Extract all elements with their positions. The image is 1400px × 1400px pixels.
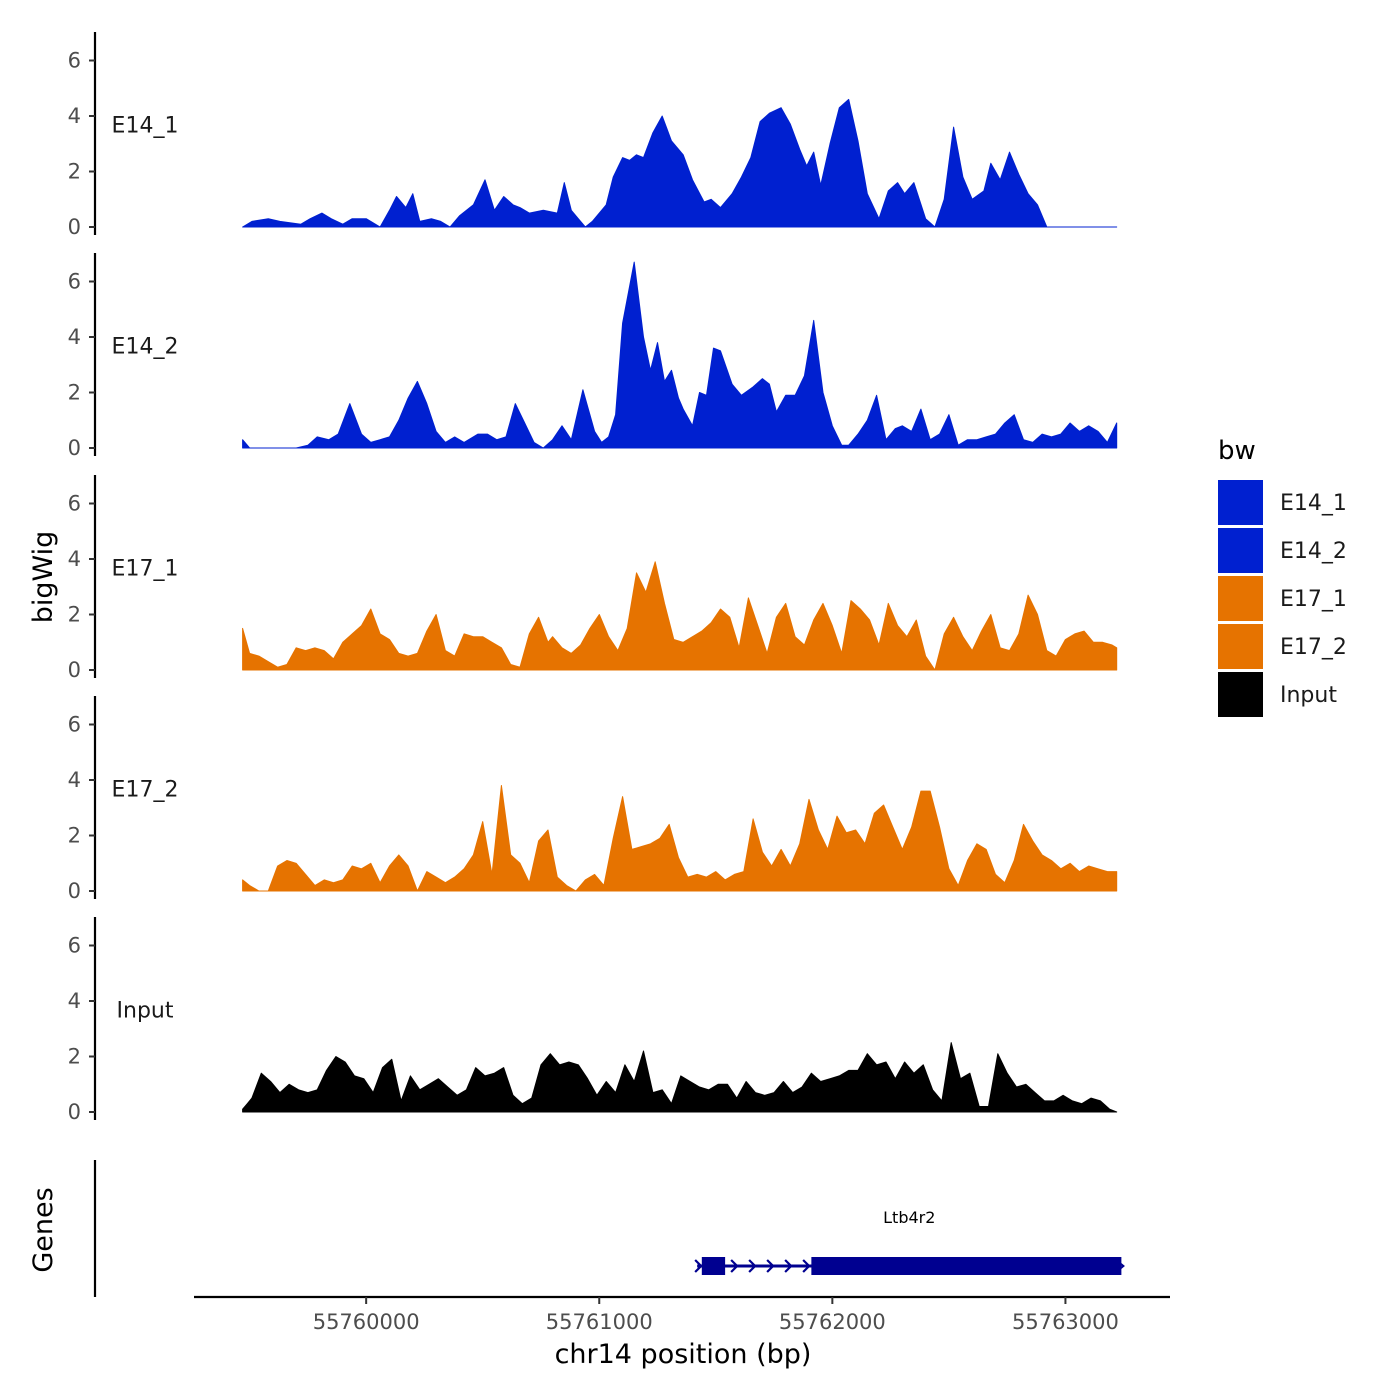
legend-label: E17_1 [1280, 587, 1347, 612]
y-tick-label: 2 [68, 160, 81, 184]
track-input: 0 2 4 6 Input [68, 917, 1118, 1124]
legend-label: E14_1 [1280, 491, 1347, 516]
x-axis-title: chr14 position (bp) [555, 1339, 812, 1370]
legend-key [1218, 624, 1263, 669]
genes-axis-title: Genes [28, 1187, 59, 1272]
y-tick-label: 2 [68, 381, 81, 405]
y-tick-label: 0 [68, 215, 81, 239]
legend-label: Input [1280, 683, 1337, 708]
strand-arrow [730, 1259, 739, 1273]
strand-arrow [694, 1259, 703, 1273]
track-label: E14_1 [112, 114, 179, 139]
y-tick-label: 6 [68, 270, 81, 294]
y-tick-label: 6 [68, 49, 81, 73]
coverage-area-e14-2 [242, 261, 1118, 449]
legend-key [1218, 672, 1263, 717]
x-tick-label: 55761000 [546, 1310, 653, 1334]
track-e17-1: 0 2 4 6 E17_1 [68, 475, 1118, 682]
coverage-area-e17-2 [242, 785, 1118, 892]
y-tick-label: 4 [68, 325, 81, 349]
legend-label: E14_2 [1280, 539, 1347, 564]
genes-panel: Ltb4r2 [93, 1160, 1125, 1297]
track-label: Input [117, 999, 174, 1024]
strand-arrow [766, 1259, 775, 1273]
y-tick-label: 2 [68, 1045, 81, 1069]
coverage-area-e14-1 [242, 98, 1118, 228]
y-axis-title: bigWig [28, 531, 59, 624]
y-tick-label: 0 [68, 879, 81, 903]
legend-key [1218, 528, 1263, 573]
y-tick-label: 0 [68, 1100, 81, 1124]
legend-key [1218, 576, 1263, 621]
track-label: E14_2 [112, 335, 179, 360]
y-tick-label: 0 [68, 436, 81, 460]
legend-label: E17_2 [1280, 635, 1347, 660]
track-label: E17_2 [112, 778, 179, 803]
y-tick-label: 4 [68, 547, 81, 571]
strand-arrow [802, 1259, 811, 1273]
x-tick-label: 55760000 [313, 1310, 420, 1334]
y-tick-label: 6 [68, 492, 81, 516]
y-tick-label: 2 [68, 824, 81, 848]
y-tick-label: 4 [68, 768, 81, 792]
x-tick-label: 55763000 [1012, 1310, 1119, 1334]
track-e14-2: 0 2 4 6 E14_2 [68, 253, 1118, 460]
gene-exon [811, 1257, 1122, 1275]
x-axis: 55760000 55761000 55762000 55763000 [194, 1295, 1170, 1334]
x-tick-label: 55762000 [779, 1310, 886, 1334]
y-tick-label: 4 [68, 989, 81, 1013]
track-label: E17_1 [112, 557, 179, 582]
strand-arrow [748, 1259, 757, 1273]
coverage-area-input [242, 1042, 1118, 1113]
gene-exon [701, 1257, 726, 1275]
strand-arrow [784, 1259, 793, 1273]
legend: bw E14_1 E14_2 E17_1 E17_2 Input [1218, 436, 1347, 717]
y-tick-label: 6 [68, 713, 81, 737]
y-tick-label: 6 [68, 934, 81, 958]
y-tick-label: 2 [68, 603, 81, 627]
coverage-area-e17-1 [242, 561, 1118, 671]
legend-title: bw [1218, 436, 1256, 466]
legend-key [1218, 480, 1263, 525]
y-tick-label: 0 [68, 658, 81, 682]
coverage-tracks: 0 2 4 6 E14_1 0 2 4 6 E14_2 0 2 4 6 E17_1 0 2 4 6 E17_2 0 2 4 6… [68, 32, 1118, 1124]
gene-name-label: Ltb4r2 [883, 1208, 935, 1227]
y-tick-label: 4 [68, 104, 81, 128]
track-e14-1: 0 2 4 6 E14_1 [68, 32, 1118, 239]
track-e17-2: 0 2 4 6 E17_2 [68, 696, 1118, 903]
